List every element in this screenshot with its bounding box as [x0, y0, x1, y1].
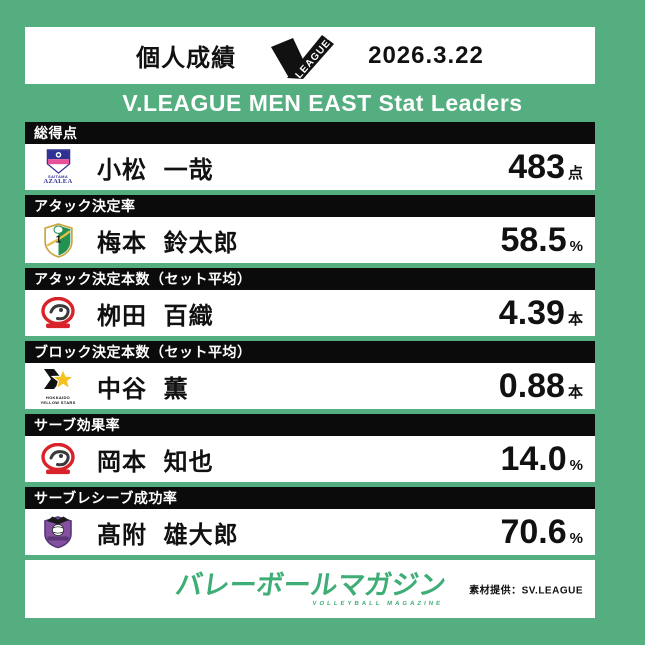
team-logo-yellow-stars: HOKKAIDO YELLOW STARS [25, 367, 91, 405]
stat-value: 14.0 % [500, 440, 595, 479]
volleyball-magazine-logo: バレーボールマガジン VOLLEYBALL MAGAZINE [173, 569, 448, 607]
stat-row: 髙附 雄大郎 70.6 % [25, 509, 595, 555]
credit-text: 素材提供：SV.LEAGUE [469, 585, 583, 597]
stat-block-attack-rate: アタック決定率 1 梅本 鈴太郎 58.5 % [25, 195, 595, 263]
magazine-logo-text: バレーボールマガジン [173, 569, 448, 600]
page-title: V.LEAGUE MEN EAST Stat Leaders [122, 90, 523, 116]
player-name: 栁田 百織 [97, 302, 214, 330]
stat-value-number: 58.5 [500, 220, 567, 259]
header-date: 2026.3.22 [368, 41, 484, 69]
stat-row: 1 梅本 鈴太郎 58.5 % [25, 217, 595, 263]
team-caption-bottom: AZALEA [43, 177, 73, 185]
stat-row: HOKKAIDO YELLOW STARS 中谷 薫 0.88 本 [25, 363, 595, 409]
v-league-logo-icon: LEAGUE [271, 32, 335, 79]
footer-bar: バレーボールマガジン VOLLEYBALL MAGAZINE 素材提供：SV.L… [25, 560, 595, 618]
team-logo-saitama-azalea: SAITAMA AZALEA [25, 149, 91, 186]
stat-value-unit: 本 [567, 310, 583, 328]
stat-value-unit: % [569, 529, 583, 547]
stat-block-total-points: 総得点 SAITAMA AZALEA 小松 一哉 483 点 [25, 122, 595, 190]
yellow-star-icon [43, 367, 74, 390]
team-logo-red-circle [25, 442, 91, 476]
stat-category-label: サーブ効果率 [25, 414, 595, 436]
stat-value-unit: % [569, 237, 583, 255]
player-name: 髙附 雄大郎 [97, 521, 239, 549]
team-caption-bottom: YELLOW STARS [40, 399, 76, 405]
stat-block-serve: サーブ効果率 岡本 知也 14.0 % [25, 414, 595, 482]
stat-value: 70.6 % [500, 513, 595, 552]
player-name: 中谷 薫 [97, 375, 189, 403]
stat-category-label: サーブレシーブ成功率 [25, 487, 595, 509]
stat-value-number: 14.0 [500, 439, 567, 478]
stat-value: 58.5 % [500, 221, 595, 260]
stat-value: 483 点 [508, 148, 595, 187]
stat-category-label: アタック決定本数（セット平均） [25, 268, 595, 290]
stat-block-reception: サーブレシーブ成功率 髙附 雄大郎 70.6 % [25, 487, 595, 555]
team-caption-top: SAITAMA [47, 173, 69, 179]
player-name: 梅本 鈴太郎 [97, 229, 239, 257]
red-circle-crest-icon [41, 442, 75, 474]
purple-crest-icon [44, 516, 72, 549]
stat-value-unit: 点 [567, 164, 583, 182]
stat-category-label: アタック決定率 [25, 195, 595, 217]
stat-value: 0.88 本 [499, 367, 595, 406]
stat-value-number: 0.88 [498, 366, 565, 405]
stat-value-number: 70.6 [500, 512, 567, 551]
green-shield-crest-icon: 1 [43, 222, 73, 258]
header-title: 個人成績 [136, 45, 237, 72]
stat-value-number: 483 [508, 147, 565, 186]
stat-row: 栁田 百織 4.39 本 [25, 290, 595, 336]
azalea-crest-icon [46, 149, 70, 174]
svg-text:1: 1 [55, 234, 61, 245]
team-logo-red-circle [25, 296, 91, 330]
stat-category-label: 総得点 [25, 122, 595, 144]
stat-block-attack-kills: アタック決定本数（セット平均） 栁田 百織 4.39 本 [25, 268, 595, 336]
team-logo-purple-crest [25, 515, 91, 549]
stats-list: 総得点 SAITAMA AZALEA 小松 一哉 483 点 [25, 122, 595, 560]
player-name: 岡本 知也 [97, 448, 214, 476]
player-name: 小松 一哉 [97, 156, 214, 184]
header-bar: 個人成績 LEAGUE 2026.3.22 [25, 27, 595, 84]
red-circle-crest-icon [41, 296, 75, 328]
stat-block-blocks: ブロック決定本数（セット平均） HOKKAIDO YELLOW STARS 中谷… [25, 341, 595, 409]
stat-row: SAITAMA AZALEA 小松 一哉 483 点 [25, 144, 595, 190]
stat-category-label: ブロック決定本数（セット平均） [25, 341, 595, 363]
stat-value-number: 4.39 [498, 293, 565, 332]
stat-value: 4.39 本 [499, 294, 595, 333]
stat-row: 岡本 知也 14.0 % [25, 436, 595, 482]
team-caption-top: HOKKAIDO [45, 394, 71, 400]
team-logo-green-shield: 1 [25, 222, 91, 258]
stat-value-unit: 本 [567, 383, 583, 401]
stat-value-unit: % [569, 456, 583, 474]
magazine-logo-subtext: VOLLEYBALL MAGAZINE [311, 600, 444, 607]
